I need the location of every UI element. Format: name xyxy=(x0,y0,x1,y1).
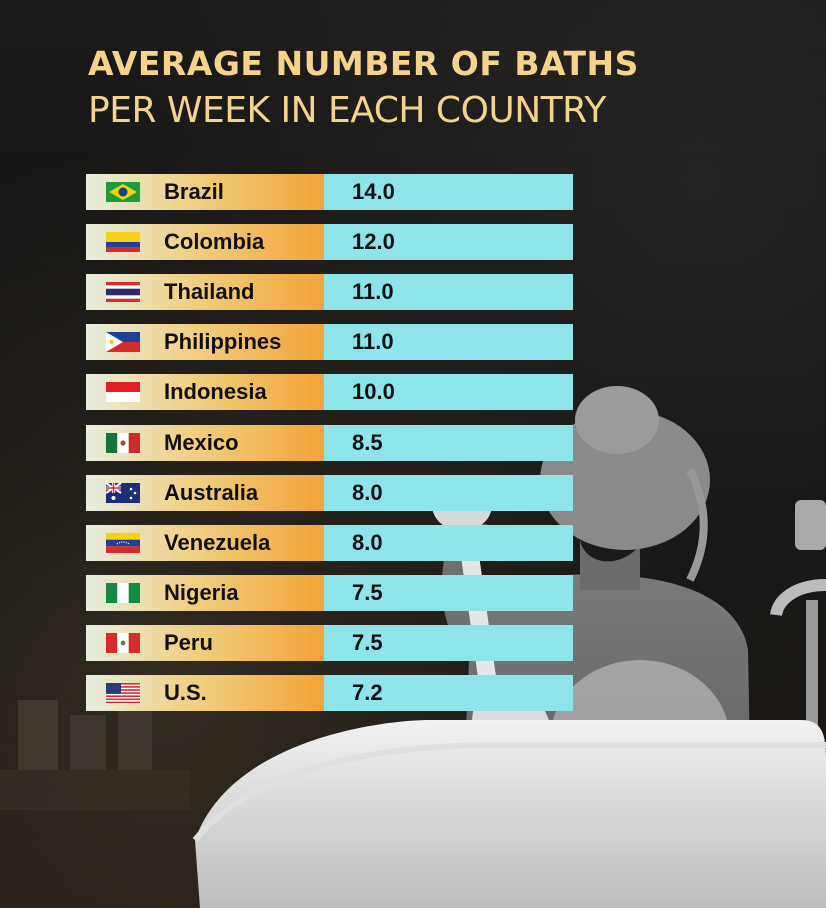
faucet xyxy=(770,579,826,617)
value-cell: 8.0 xyxy=(324,475,573,511)
table-row: Peru 7.5 xyxy=(86,625,573,661)
philippines-flag-icon xyxy=(106,332,140,352)
country-cell: Colombia xyxy=(86,224,324,260)
table-row: Mexico 8.5 xyxy=(86,425,573,461)
table-row: U.S. 7.2 xyxy=(86,675,573,711)
value-cell: 7.5 xyxy=(324,625,573,661)
baths-value-label: 12.0 xyxy=(352,229,395,254)
country-label: Peru xyxy=(164,630,213,655)
table-row: Venezuela 8.0 xyxy=(86,525,573,561)
table-row: Nigeria 7.5 xyxy=(86,575,573,611)
baths-value-label: 7.2 xyxy=(352,680,383,705)
venezuela-flag-icon xyxy=(106,533,140,553)
baths-value-label: 8.5 xyxy=(352,430,383,455)
baths-value-label: 14.0 xyxy=(352,179,395,204)
table-row: Brazil 14.0 xyxy=(86,174,573,210)
thailand-flag-icon xyxy=(106,282,140,302)
value-cell: 12.0 xyxy=(324,224,573,260)
brazil-flag-icon xyxy=(106,182,140,202)
country-label: Philippines xyxy=(164,329,282,354)
background-candle xyxy=(70,715,106,770)
country-label: Venezuela xyxy=(164,530,271,555)
value-cell: 14.0 xyxy=(324,174,573,210)
table-row: Australia 8.0 xyxy=(86,475,573,511)
australia-flag-icon xyxy=(106,483,140,503)
country-cell: Indonesia xyxy=(86,374,324,410)
bathtub-rim xyxy=(192,742,826,842)
value-cell: 7.2 xyxy=(324,675,573,711)
baths-value-label: 10.0 xyxy=(352,379,395,404)
country-label: Australia xyxy=(164,480,259,505)
country-label: Indonesia xyxy=(164,379,267,404)
baths-value-label: 11.0 xyxy=(352,279,394,304)
country-label: Nigeria xyxy=(164,580,239,605)
value-cell: 11.0 xyxy=(324,274,573,310)
table-row: Philippines 11.0 xyxy=(86,324,573,360)
value-cell: 11.0 xyxy=(324,324,573,360)
indonesia-flag-icon xyxy=(106,382,140,402)
country-cell: Thailand xyxy=(86,274,324,310)
baths-value-label: 8.0 xyxy=(352,480,383,505)
table-row: Colombia 12.0 xyxy=(86,224,573,260)
mexico-flag-icon xyxy=(106,433,140,453)
bathtub xyxy=(195,720,826,908)
baths-value-label: 8.0 xyxy=(352,530,383,555)
baths-value-label: 7.5 xyxy=(352,580,383,605)
background-shelf xyxy=(0,770,190,810)
country-cell: Mexico xyxy=(86,425,324,461)
value-cell: 8.0 xyxy=(324,525,573,561)
value-cell: 7.5 xyxy=(324,575,573,611)
background-candle xyxy=(118,708,152,770)
country-cell: U.S. xyxy=(86,675,324,711)
country-label: Colombia xyxy=(164,229,265,254)
table-row: Thailand 11.0 xyxy=(86,274,573,310)
value-cell: 8.5 xyxy=(324,425,573,461)
country-cell: Brazil xyxy=(86,174,324,210)
country-cell: Peru xyxy=(86,625,324,661)
country-label: Mexico xyxy=(164,430,239,455)
background-candle xyxy=(18,700,58,770)
baths-value-label: 11.0 xyxy=(352,329,394,354)
country-cell: Philippines xyxy=(86,324,324,360)
country-cell: Venezuela xyxy=(86,525,324,561)
peru-flag-icon xyxy=(106,633,140,653)
chart-title-line2: PER WEEK IN EACH COUNTRY xyxy=(88,90,606,131)
us-flag-icon xyxy=(106,683,140,703)
faucet-handle xyxy=(795,500,826,550)
colombia-flag-icon xyxy=(106,232,140,252)
woman-head xyxy=(540,410,710,550)
country-label: Thailand xyxy=(164,279,255,304)
country-label: Brazil xyxy=(164,179,224,204)
country-label: U.S. xyxy=(164,680,207,705)
nigeria-flag-icon xyxy=(106,583,140,603)
country-cell: Nigeria xyxy=(86,575,324,611)
hair-strand xyxy=(686,468,708,582)
woman-neck xyxy=(580,540,640,590)
chart-title-line1: AVERAGE NUMBER OF BATHS xyxy=(88,44,639,83)
country-cell: Australia xyxy=(86,475,324,511)
baths-value-label: 7.5 xyxy=(352,630,383,655)
value-cell: 10.0 xyxy=(324,374,573,410)
table-row: Indonesia 10.0 xyxy=(86,374,573,410)
hair-bun xyxy=(575,386,659,454)
